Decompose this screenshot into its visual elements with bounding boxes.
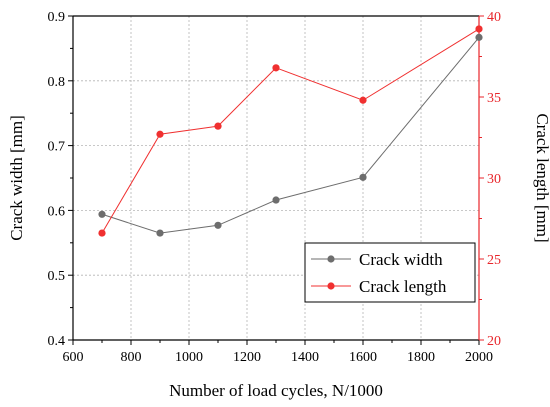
- series-point-crack-width: [156, 229, 164, 237]
- right-tick-label-30: 30: [487, 172, 501, 187]
- legend-marker-0: [327, 255, 335, 263]
- left-tick-label-0.7: 0.7: [48, 140, 66, 155]
- right-axis-label: Crack length [mm]: [533, 113, 550, 242]
- right-tick-label-35: 35: [487, 91, 501, 106]
- axes: 600 800 1000 1200 1400 1600 1800 2000 0.4 0.5 0.6 0…: [7, 10, 550, 400]
- series-point-crack-length: [359, 96, 367, 104]
- series-point-crack-width: [475, 33, 483, 41]
- series-line-crack-width: [101, 37, 480, 234]
- series-point-crack-length: [272, 64, 280, 72]
- series-point-crack-length: [98, 229, 106, 237]
- x-tick-label-800: 800: [121, 350, 142, 365]
- left-tick-label-0.4: 0.4: [48, 334, 66, 349]
- x-tick-label-1000: 1000: [175, 350, 203, 365]
- x-tick-label-1400: 1400: [291, 350, 319, 365]
- x-axis-label: Number of load cycles, N/1000: [169, 381, 383, 400]
- legend: Crack width Crack length: [304, 242, 476, 303]
- series-point-crack-width: [98, 210, 106, 218]
- x-tick-label-600: 600: [63, 350, 84, 365]
- series-point-crack-width: [359, 173, 367, 181]
- right-tick-label-25: 25: [487, 253, 501, 268]
- legend-label-0: Crack width: [359, 250, 443, 269]
- series-line-crack-length: [101, 28, 480, 234]
- legend-box: [304, 242, 476, 303]
- series-point-crack-length: [214, 122, 222, 130]
- series-point-crack-length: [475, 25, 483, 33]
- right-tick-label-40: 40: [487, 10, 501, 25]
- legend-label-1: Crack length: [359, 277, 447, 296]
- left-tick-label-0.5: 0.5: [48, 269, 66, 284]
- x-tick-label-1800: 1800: [407, 350, 435, 365]
- left-tick-label-0.8: 0.8: [48, 75, 66, 90]
- left-tick-label-0.9: 0.9: [48, 10, 66, 25]
- series-point-crack-width: [214, 221, 222, 229]
- legend-marker-1: [327, 282, 335, 290]
- left-tick-label-0.6: 0.6: [48, 204, 66, 219]
- x-tick-label-1600: 1600: [349, 350, 377, 365]
- series-point-crack-length: [156, 130, 164, 138]
- x-tick-label-1200: 1200: [233, 350, 261, 365]
- right-tick-label-20: 20: [487, 334, 501, 349]
- series-point-crack-width: [272, 196, 280, 204]
- series: [98, 25, 483, 237]
- left-axis-label: Crack width [mm]: [7, 115, 26, 241]
- x-tick-label-2000: 2000: [465, 350, 493, 365]
